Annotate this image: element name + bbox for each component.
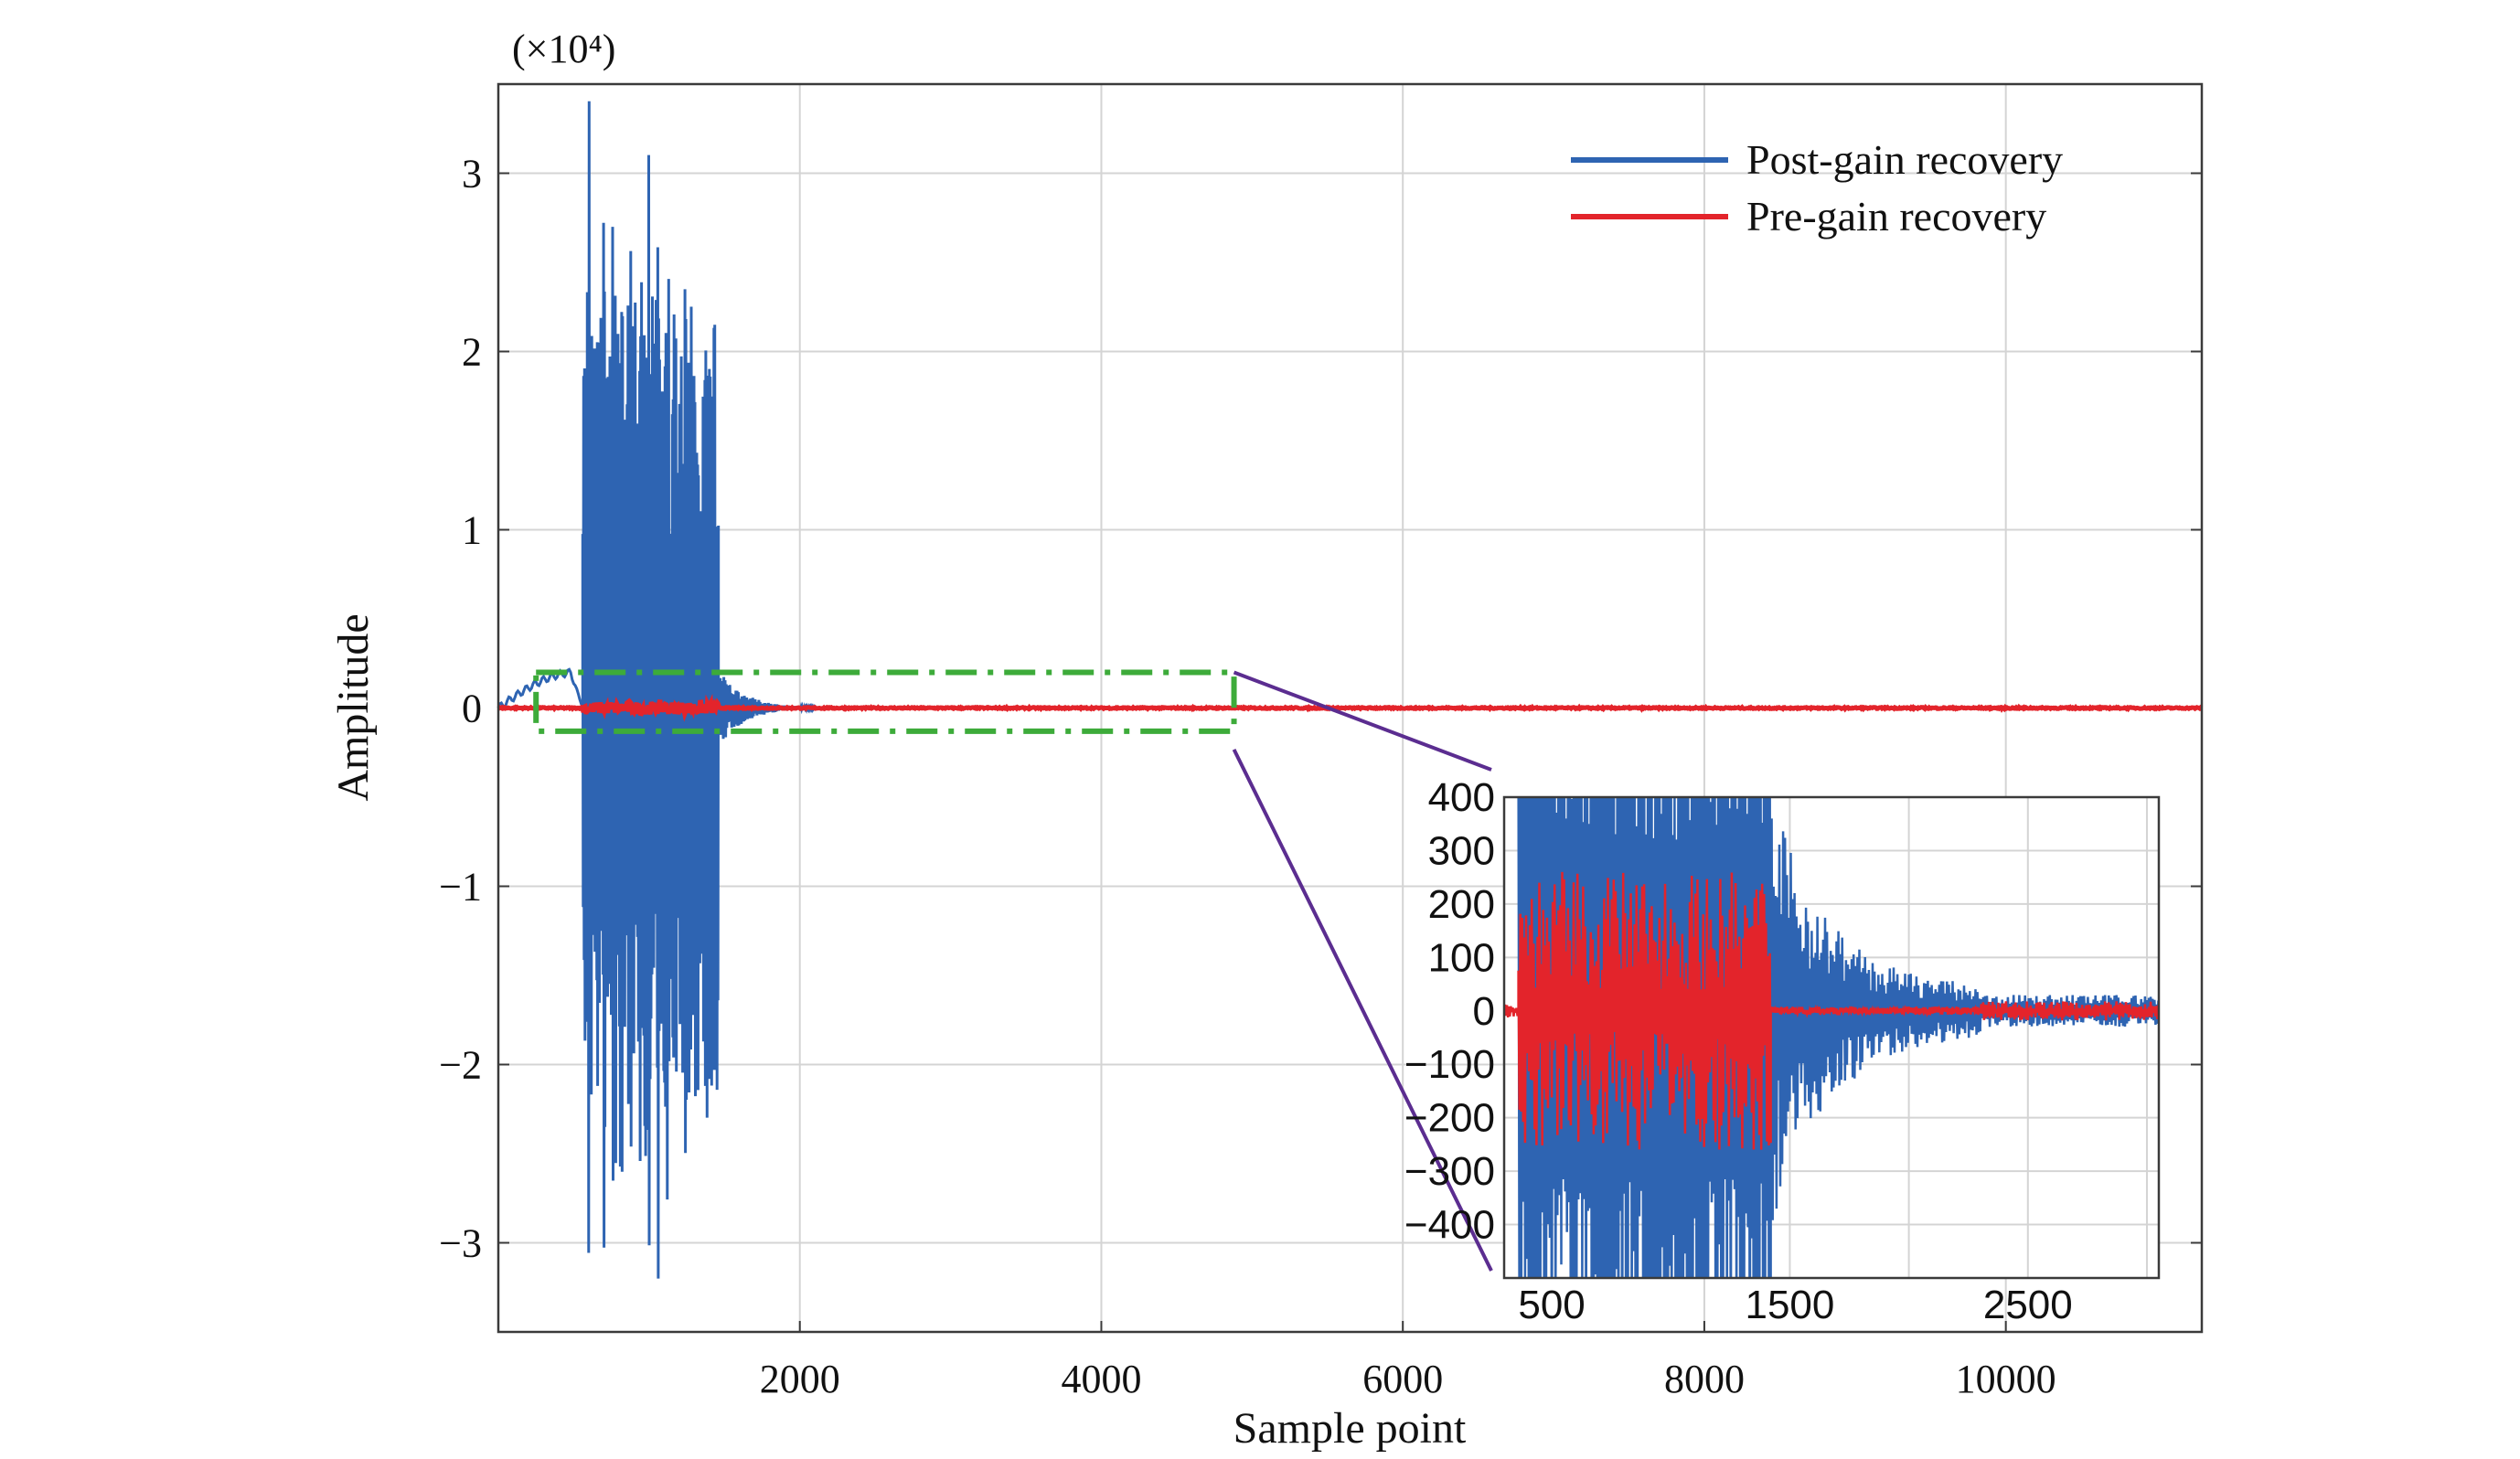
inset-plot-frame xyxy=(1502,795,2161,1280)
legend-label-post-gain: Post-gain recovery xyxy=(1746,136,2063,183)
inset-y-tick-label: −100 xyxy=(1404,1042,1495,1087)
y-tick-label: −1 xyxy=(439,865,482,910)
x-tick-label: 8000 xyxy=(1664,1357,1745,1401)
inset-x-tick-label: 1500 xyxy=(1745,1283,1834,1327)
inset-y-tick-label: 400 xyxy=(1428,775,1495,820)
x-axis-label: Sample point xyxy=(1233,1404,1467,1453)
zoom-connectors xyxy=(1232,670,1493,1272)
inset-series xyxy=(1504,797,2159,1278)
inset-y-tick-label: −200 xyxy=(1404,1096,1495,1141)
y-multiplier: (×10⁴) xyxy=(512,27,615,71)
inset-series-pre-gain-line xyxy=(1504,871,2159,1150)
inset-y-tick-label: 0 xyxy=(1473,989,1495,1034)
series-pre-gain-line xyxy=(497,694,2204,722)
inset-y-tick-label: −300 xyxy=(1404,1149,1495,1194)
legend: Post-gain recovery Pre-gain recovery xyxy=(1571,136,2063,240)
y-axis-label: Amplitude xyxy=(329,613,378,801)
zoom-region-box xyxy=(533,669,1237,734)
inset-tick-labels: 500 1500 2500 400 300 200 100 0 −100 −200 −300 −400 xyxy=(1404,775,2073,1327)
x-tick-label: 10000 xyxy=(1956,1357,2056,1401)
x-tick-label: 4000 xyxy=(1061,1357,1141,1401)
inset-y-tick-label: −400 xyxy=(1404,1203,1495,1248)
zoom-rectangle xyxy=(533,669,1237,734)
x-tick-label: 6000 xyxy=(1362,1357,1443,1401)
inset-y-tick-label: 100 xyxy=(1428,935,1495,980)
inset-y-tick-label: 200 xyxy=(1428,882,1495,927)
y-tick-label: −2 xyxy=(439,1043,482,1088)
y-tick-label: 0 xyxy=(462,687,482,731)
y-tick-label: −3 xyxy=(439,1221,482,1266)
x-tick-label: 2000 xyxy=(760,1357,840,1401)
inset-x-tick-label: 500 xyxy=(1518,1283,1585,1327)
main-series xyxy=(497,101,2204,1279)
legend-label-pre-gain: Pre-gain recovery xyxy=(1746,193,2046,240)
inset-x-tick-label: 2500 xyxy=(1983,1283,2073,1327)
connector-line-top xyxy=(1233,670,1492,772)
y-tick-label: 1 xyxy=(462,508,482,553)
y-tick-label: 3 xyxy=(462,152,482,197)
y-tick-label: 2 xyxy=(462,330,482,375)
inset-y-tick-label: 300 xyxy=(1428,828,1495,873)
main-plot-frame xyxy=(497,82,2204,1334)
inset-chart: 500 1500 2500 400 300 200 100 0 −100 −200 −300 −400 xyxy=(1404,775,2161,1327)
connector-line-bottom xyxy=(1232,748,1493,1272)
